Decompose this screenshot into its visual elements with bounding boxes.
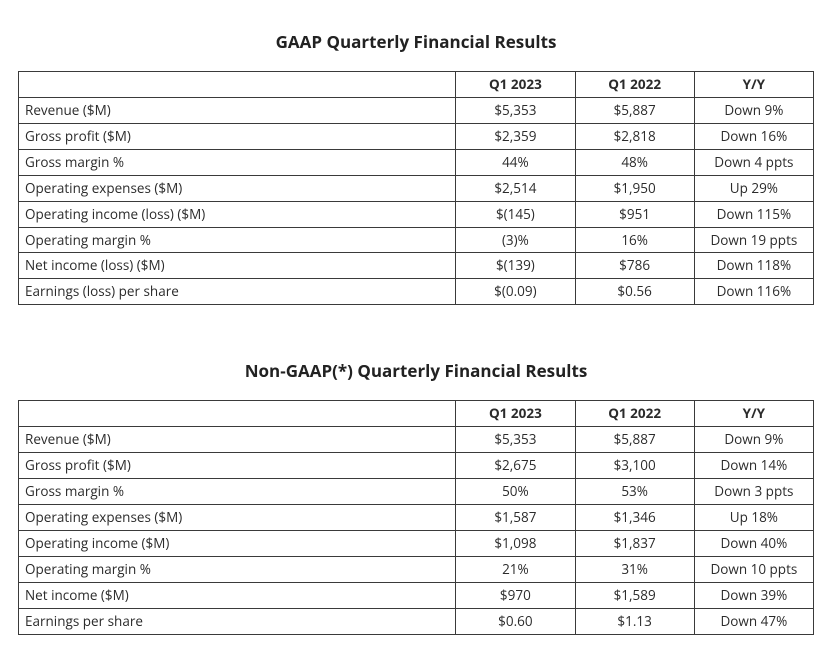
value-cell: $2,514 <box>456 175 575 201</box>
value-cell: $1,587 <box>456 504 575 530</box>
value-cell: $1,837 <box>575 530 694 556</box>
yoy-cell: Down 115% <box>694 201 813 227</box>
value-cell: $5,353 <box>456 97 575 123</box>
table-row: Gross profit ($M)$2,675$3,100Down 14% <box>19 453 814 479</box>
metric-cell: Earnings per share <box>19 608 456 634</box>
value-cell: $(0.09) <box>456 279 575 305</box>
metric-cell: Net income (loss) ($M) <box>19 253 456 279</box>
financial-table: Q1 2023Q1 2022Y/YRevenue ($M)$5,353$5,88… <box>18 400 814 634</box>
value-cell: $951 <box>575 201 694 227</box>
table-row: Gross profit ($M)$2,359$2,818Down 16% <box>19 123 814 149</box>
table-row: Earnings per share$0.60$1.13Down 47% <box>19 608 814 634</box>
col-header-metric <box>19 401 456 427</box>
col-header-metric <box>19 72 456 98</box>
metric-cell: Gross profit ($M) <box>19 453 456 479</box>
value-cell: $1,950 <box>575 175 694 201</box>
metric-cell: Operating margin % <box>19 227 456 253</box>
yoy-cell: Down 14% <box>694 453 813 479</box>
yoy-cell: Down 9% <box>694 427 813 453</box>
value-cell: $(145) <box>456 201 575 227</box>
value-cell: $1,589 <box>575 582 694 608</box>
col-header: Y/Y <box>694 401 813 427</box>
yoy-cell: Down 116% <box>694 279 813 305</box>
value-cell: 50% <box>456 479 575 505</box>
value-cell: $5,887 <box>575 427 694 453</box>
metric-cell: Operating income ($M) <box>19 530 456 556</box>
col-header: Y/Y <box>694 72 813 98</box>
value-cell: $2,818 <box>575 123 694 149</box>
yoy-cell: Down 10 ppts <box>694 556 813 582</box>
table-row: Revenue ($M)$5,353$5,887Down 9% <box>19 97 814 123</box>
value-cell: 16% <box>575 227 694 253</box>
metric-cell: Gross margin % <box>19 149 456 175</box>
yoy-cell: Down 16% <box>694 123 813 149</box>
table-row: Operating expenses ($M)$1,587$1,346Up 18… <box>19 504 814 530</box>
table-row: Operating income ($M)$1,098$1,837Down 40… <box>19 530 814 556</box>
financial-section: GAAP Quarterly Financial Results Q1 2023Q… <box>18 30 814 305</box>
value-cell: $5,887 <box>575 97 694 123</box>
yoy-cell: Down 9% <box>694 97 813 123</box>
value-cell: 53% <box>575 479 694 505</box>
metric-cell: Operating income (loss) ($M) <box>19 201 456 227</box>
value-cell: 48% <box>575 149 694 175</box>
col-header: Q1 2023 <box>456 72 575 98</box>
table-header-row: Q1 2023Q1 2022Y/Y <box>19 401 814 427</box>
financial-section: Non-GAAP(*) Quarterly Financial Results Q… <box>18 359 814 634</box>
yoy-cell: Up 18% <box>694 504 813 530</box>
value-cell: 44% <box>456 149 575 175</box>
table-row: Earnings (loss) per share$(0.09)$0.56Dow… <box>19 279 814 305</box>
yoy-cell: Down 3 ppts <box>694 479 813 505</box>
value-cell: $5,353 <box>456 427 575 453</box>
metric-cell: Earnings (loss) per share <box>19 279 456 305</box>
yoy-cell: Up 29% <box>694 175 813 201</box>
table-row: Gross margin %50%53%Down 3 ppts <box>19 479 814 505</box>
value-cell: 31% <box>575 556 694 582</box>
metric-cell: Operating expenses ($M) <box>19 504 456 530</box>
yoy-cell: Down 118% <box>694 253 813 279</box>
col-header: Q1 2022 <box>575 72 694 98</box>
value-cell: $2,359 <box>456 123 575 149</box>
table-row: Operating income (loss) ($M)$(145)$951Do… <box>19 201 814 227</box>
yoy-cell: Down 40% <box>694 530 813 556</box>
metric-cell: Operating margin % <box>19 556 456 582</box>
table-row: Operating expenses ($M)$2,514$1,950Up 29… <box>19 175 814 201</box>
table-row: Net income ($M)$970$1,589Down 39% <box>19 582 814 608</box>
value-cell: $0.60 <box>456 608 575 634</box>
value-cell: $1,346 <box>575 504 694 530</box>
yoy-cell: Down 39% <box>694 582 813 608</box>
value-cell: $970 <box>456 582 575 608</box>
table-row: Gross margin %44%48%Down 4 ppts <box>19 149 814 175</box>
table-header-row: Q1 2023Q1 2022Y/Y <box>19 72 814 98</box>
financial-table: Q1 2023Q1 2022Y/YRevenue ($M)$5,353$5,88… <box>18 71 814 305</box>
value-cell: 21% <box>456 556 575 582</box>
col-header: Q1 2023 <box>456 401 575 427</box>
metric-cell: Operating expenses ($M) <box>19 175 456 201</box>
value-cell: $(139) <box>456 253 575 279</box>
value-cell: $0.56 <box>575 279 694 305</box>
metric-cell: Revenue ($M) <box>19 97 456 123</box>
yoy-cell: Down 19 ppts <box>694 227 813 253</box>
table-row: Operating margin %(3)%16%Down 19 ppts <box>19 227 814 253</box>
metric-cell: Revenue ($M) <box>19 427 456 453</box>
section-title: GAAP Quarterly Financial Results <box>18 30 814 53</box>
value-cell: $3,100 <box>575 453 694 479</box>
yoy-cell: Down 47% <box>694 608 813 634</box>
col-header: Q1 2022 <box>575 401 694 427</box>
value-cell: (3)% <box>456 227 575 253</box>
table-row: Revenue ($M)$5,353$5,887Down 9% <box>19 427 814 453</box>
value-cell: $2,675 <box>456 453 575 479</box>
metric-cell: Net income ($M) <box>19 582 456 608</box>
yoy-cell: Down 4 ppts <box>694 149 813 175</box>
value-cell: $1.13 <box>575 608 694 634</box>
metric-cell: Gross margin % <box>19 479 456 505</box>
metric-cell: Gross profit ($M) <box>19 123 456 149</box>
section-title: Non-GAAP(*) Quarterly Financial Results <box>18 359 814 382</box>
table-row: Net income (loss) ($M)$(139)$786Down 118… <box>19 253 814 279</box>
value-cell: $1,098 <box>456 530 575 556</box>
value-cell: $786 <box>575 253 694 279</box>
table-row: Operating margin %21%31%Down 10 ppts <box>19 556 814 582</box>
